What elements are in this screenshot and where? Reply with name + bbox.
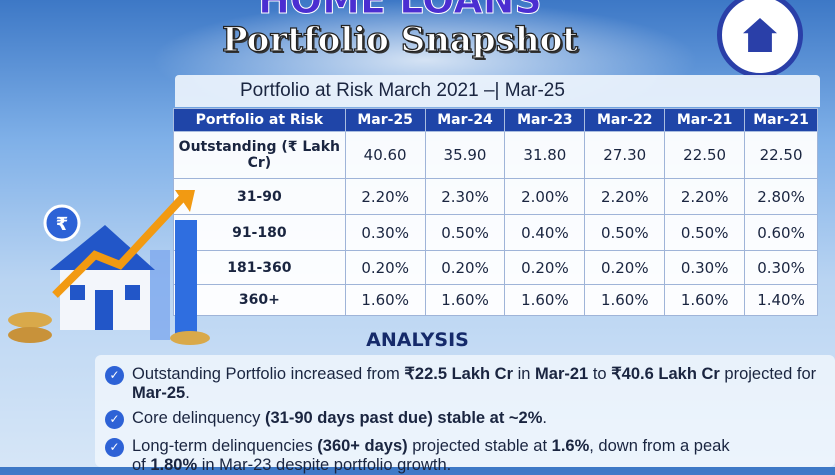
table-cell: 2.20% — [344, 178, 426, 215]
text-segment: ₹40.6 Lakh Cr — [611, 365, 720, 383]
table-cell: 0.30% — [344, 214, 426, 251]
table-row: Outstanding (₹ Lakh Cr) 40.60 35.90 31.80 27… — [173, 131, 818, 179]
table-cell: 31.80 — [504, 131, 586, 179]
column-header: Mar-25 — [344, 108, 426, 132]
table-cell: 2.20% — [584, 178, 666, 215]
table-row: 91-180 0.30% 0.50% 0.40% 0.50% 0.50% 0.60% — [173, 214, 818, 251]
table-subtitle: Portfolio at Risk March 2021 –| Mar-25 — [240, 80, 565, 101]
table-cell: 1.60% — [584, 284, 666, 316]
analysis-bullet: ✓ Outstanding Portfolio increased from ₹2… — [105, 365, 822, 403]
table-cell: 2.80% — [744, 178, 818, 215]
text-segment: to — [588, 365, 612, 383]
analysis-bullet: ✓ Core delinquency (31-90 days past due) … — [105, 409, 822, 429]
row-label: 31-90 — [173, 178, 346, 215]
bar-chart-icon — [175, 220, 197, 340]
table-cell: 0.50% — [664, 214, 746, 251]
text-segment: (360+ days) — [317, 437, 408, 455]
text-segment: Mar-21 — [535, 365, 589, 383]
growth-arrow-icon — [52, 192, 188, 298]
text-segment: . — [542, 409, 547, 427]
text-segment: Outstanding Portfolio increased from — [132, 365, 405, 383]
text-segment: ₹22.5 Lakh Cr — [404, 365, 514, 383]
table-header-row: Portfolio at Risk Mar-25 Mar-24 Mar-23 Mar-2… — [173, 108, 818, 132]
table-panel — [175, 75, 820, 107]
column-header: Mar-24 — [424, 108, 506, 132]
house-growth-illustration: ₹ — [8, 190, 210, 345]
table-cell: 40.60 — [344, 131, 426, 179]
portfolio-at-risk-table: Portfolio at Risk Mar-25 Mar-24 Mar-23 Mar-2… — [173, 108, 818, 316]
table-cell: 0.20% — [344, 250, 426, 285]
text-segment: projected stable at — [407, 437, 552, 455]
text-segment: Long-term delinquencies — [132, 437, 318, 455]
table-cell: 0.40% — [504, 214, 586, 251]
table-cell: 1.60% — [664, 284, 746, 316]
column-header: Mar-21 — [664, 108, 746, 132]
table-row: 181-360 0.20% 0.20% 0.20% 0.20% 0.30% 0.30% — [173, 250, 818, 285]
column-header: Mar-22 — [584, 108, 666, 132]
table-cell: 22.50 — [744, 131, 818, 179]
column-header: Portfolio at Risk — [173, 108, 346, 132]
table-cell: 0.20% — [424, 250, 506, 285]
checkmark-icon: ✓ — [105, 410, 124, 429]
title-home-loans: HOME LOANS — [258, 0, 543, 23]
table-cell: 0.50% — [584, 214, 666, 251]
checkmark-icon: ✓ — [105, 438, 124, 457]
sahara-logo — [717, 0, 803, 78]
table-cell: 0.30% — [744, 250, 818, 285]
text-segment: 1.6% — [551, 437, 590, 455]
row-label: 181-360 — [173, 250, 346, 285]
analysis-bullet: ✓ Long-term delinquencies (360+ days) pro… — [105, 437, 732, 475]
table-cell: 22.50 — [664, 131, 746, 179]
checkmark-icon: ✓ — [105, 366, 124, 385]
table-cell: 0.20% — [504, 250, 586, 285]
table-cell: 1.40% — [744, 284, 818, 316]
text-segment: in Mar-23 despite portfolio growth. — [197, 456, 452, 474]
table-cell: 35.90 — [424, 131, 506, 179]
row-label: Outstanding (₹ Lakh Cr) — [173, 131, 346, 179]
rupee-symbol: ₹ — [56, 214, 69, 235]
table-cell: 1.60% — [344, 284, 426, 316]
table-cell: 0.50% — [424, 214, 506, 251]
text-segment: projected for — [719, 365, 817, 383]
analysis-heading: ANALYSIS — [366, 329, 469, 351]
table-cell: 27.30 — [584, 131, 666, 179]
table-cell: 1.60% — [424, 284, 506, 316]
bullet-text: Long-term delinquencies (360+ days) proj… — [132, 437, 732, 475]
bullet-text: Outstanding Portfolio increased from ₹22… — [132, 365, 822, 403]
house-icon — [743, 18, 777, 52]
table-cell: 0.60% — [744, 214, 818, 251]
text-segment: (31-90 days past due) stable at ~2% — [265, 409, 543, 427]
table-row: 31-90 2.20% 2.30% 2.00% 2.20% 2.20% 2.80% — [173, 178, 818, 215]
text-segment: . — [185, 384, 190, 402]
coins-icon — [8, 312, 52, 328]
column-header: Mar-21 — [744, 108, 818, 132]
table-cell: 0.30% — [664, 250, 746, 285]
analysis-box — [95, 355, 835, 467]
table-row: 360+ 1.60% 1.60% 1.60% 1.60% 1.60% 1.40% — [173, 284, 818, 316]
table-cell: 2.30% — [424, 178, 506, 215]
text-segment: Mar-25 — [132, 384, 186, 402]
table-cell: 2.20% — [664, 178, 746, 215]
text-segment: in — [513, 365, 536, 383]
column-header: Mar-23 — [504, 108, 586, 132]
rupee-badge-icon — [43, 204, 81, 242]
table-cell: 2.00% — [504, 178, 586, 215]
text-segment: Core delinquency — [132, 409, 265, 427]
table-cell: 1.60% — [504, 284, 586, 316]
title-portfolio-snapshot: Portfolio Snapshot — [221, 19, 578, 60]
text-segment: 1.80% — [150, 456, 198, 474]
table-cell: 0.20% — [584, 250, 666, 285]
bullet-text: Core delinquency (31-90 days past due) s… — [132, 409, 822, 429]
